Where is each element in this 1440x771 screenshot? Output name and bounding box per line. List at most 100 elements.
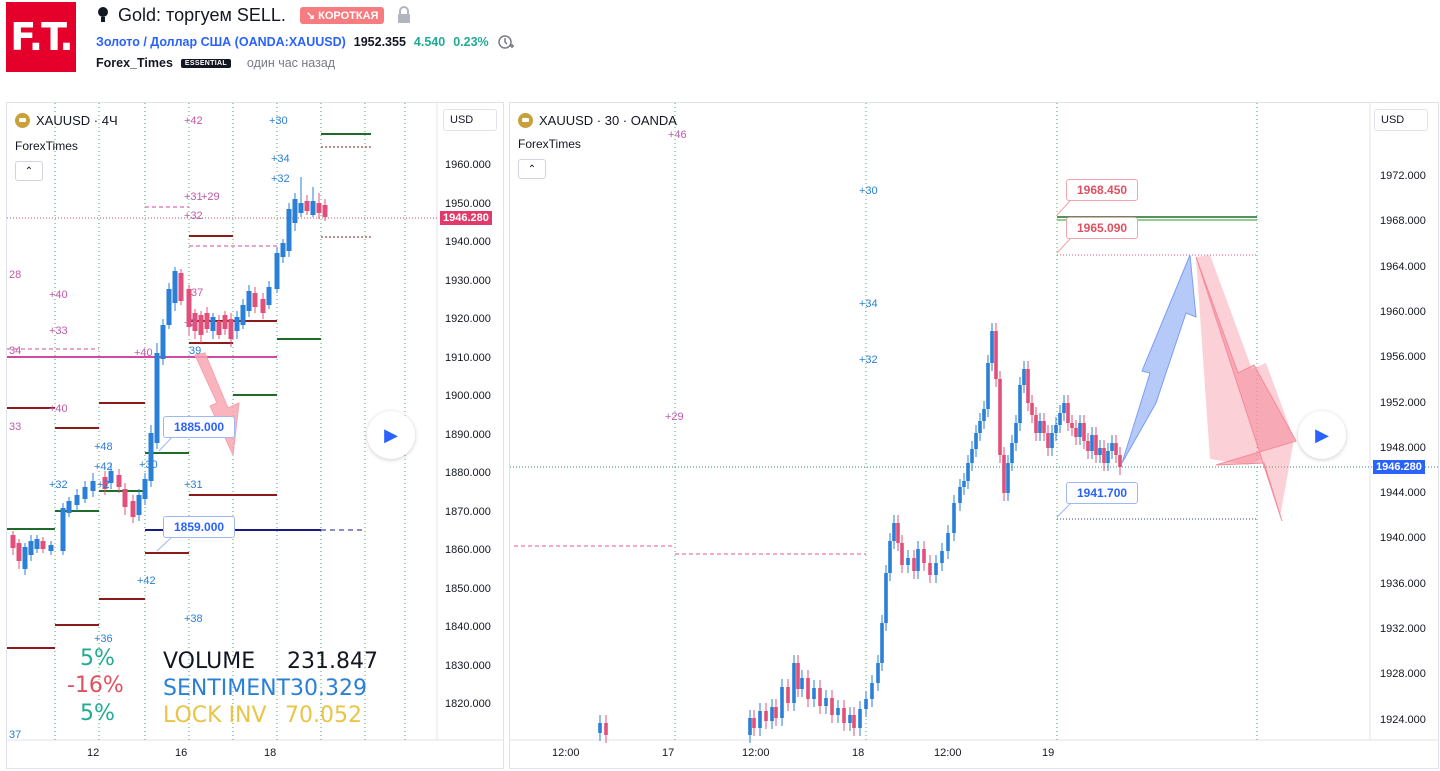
right-candle-body xyxy=(764,711,768,721)
left-annotation: +42 xyxy=(184,115,203,127)
right-candle-body xyxy=(792,663,796,703)
right-candle-body xyxy=(818,688,822,706)
right-candle-body xyxy=(604,723,608,735)
right-candle-body xyxy=(1078,423,1082,437)
idea-header: F.T. Gold: торгуем SELL. ↘ КОРОТКАЯ Золо… xyxy=(0,0,1440,100)
left-candle-body xyxy=(316,203,322,213)
left-candle-body xyxy=(148,433,154,481)
right-candle-body xyxy=(812,688,816,699)
left-annotation: 39 xyxy=(189,345,202,357)
right-candle-body xyxy=(978,421,982,433)
left-candle-body xyxy=(160,325,166,359)
right-candle-body xyxy=(1030,403,1034,415)
left-callout-1885: 1885.000 xyxy=(163,416,236,438)
right-candle-body xyxy=(1070,423,1074,428)
right-candle-body xyxy=(1094,435,1098,455)
left-price-label: 1940.000 xyxy=(445,236,491,248)
left-annotation: +42 xyxy=(137,575,156,587)
left-play-button[interactable]: ▶ xyxy=(367,411,415,459)
right-candle-body xyxy=(1090,435,1094,451)
left-annotation: 34 xyxy=(9,345,22,357)
lockinv-value: 70.052 xyxy=(285,703,362,728)
right-candle-body xyxy=(1018,385,1022,423)
left-price-label: 1950.000 xyxy=(445,197,491,210)
right-price-label: 1956.000 xyxy=(1380,351,1426,364)
right-last-price-tag: 1946.280 xyxy=(1373,460,1425,474)
author-name[interactable]: Forex_Times xyxy=(96,56,173,70)
right-callout-1941: 1941.700 xyxy=(1066,482,1139,504)
left-symbol-label[interactable]: XAUUSD · 4Ч xyxy=(15,113,118,128)
left-candle-body xyxy=(40,541,46,549)
left-time-18: 18 xyxy=(264,747,277,759)
left-candle-body xyxy=(172,271,178,303)
right-callout-pointer xyxy=(1056,200,1071,216)
left-annotation: +31 xyxy=(184,479,203,491)
left-candle-body xyxy=(186,289,192,327)
right-candle-body xyxy=(870,683,874,699)
left-candle-body xyxy=(260,299,266,313)
left-annotation: 37 xyxy=(9,729,22,741)
left-symbol-text: XAUUSD · 4Ч xyxy=(36,113,118,128)
right-candle-body xyxy=(1074,428,1078,437)
right-annotation: +34 xyxy=(859,298,878,310)
right-candle-body xyxy=(966,463,970,481)
right-candle-body xyxy=(986,363,990,409)
right-candle-body xyxy=(970,449,974,463)
right-symbol-text: XAUUSD · 30 · OANDA xyxy=(539,113,677,128)
right-source-label: ForexTimes xyxy=(518,137,581,151)
right-candle-body xyxy=(982,409,986,421)
left-candle-body xyxy=(192,313,198,331)
right-time-1200-b: 12:00 xyxy=(742,747,770,759)
left-callout-1859: 1859.000 xyxy=(163,516,236,538)
symbol-link[interactable]: Золото / Доллар США (OANDA:XAUUSD) xyxy=(96,35,346,49)
left-chart-panel[interactable]: XAUUSD · 4Ч ForexTimes ⌃ USD ▶ 1960.000 1… xyxy=(6,102,504,769)
right-currency-button[interactable]: USD xyxy=(1374,109,1428,131)
left-annotation: +30 xyxy=(269,115,288,127)
left-annotation: +48 xyxy=(94,441,113,453)
right-candle-body xyxy=(896,523,900,543)
left-candle-body xyxy=(310,201,316,215)
left-price-label: 1900.000 xyxy=(445,390,491,402)
left-candle-body xyxy=(48,545,54,551)
idea-title: Gold: торгуем SELL. xyxy=(118,4,286,25)
left-price-label: 1820.000 xyxy=(445,698,491,710)
lockinv-label: LOCK INV xyxy=(163,703,267,728)
left-annotation: +33 xyxy=(49,325,68,337)
right-candle-body xyxy=(912,558,916,571)
right-symbol-label[interactable]: XAUUSD · 30 · OANDA xyxy=(518,113,677,128)
left-time-12: 12 xyxy=(87,747,100,759)
author-logo[interactable]: F.T. xyxy=(6,2,76,72)
right-candle-body xyxy=(946,533,950,551)
right-play-button[interactable]: ▶ xyxy=(1298,411,1346,459)
price-change: 4.540 xyxy=(413,35,446,49)
stat-pct-3: 5% xyxy=(80,701,115,726)
left-annotation: 37 xyxy=(191,287,204,299)
right-chart-panel[interactable]: XAUUSD · 30 · OANDA ForexTimes ⌃ USD ▶ 1… xyxy=(509,102,1439,769)
left-candle-body xyxy=(66,501,72,513)
left-candle-body xyxy=(228,319,234,339)
left-candle-body xyxy=(130,501,136,517)
right-price-label: 1964.000 xyxy=(1380,260,1426,273)
right-annotation: +29 xyxy=(665,411,684,423)
right-candle-body xyxy=(1002,455,1006,493)
left-currency-button[interactable]: USD xyxy=(443,109,497,131)
stat-pct-2: -16% xyxy=(67,673,124,698)
left-candle-body xyxy=(322,205,328,217)
right-candle-body xyxy=(934,563,938,575)
right-candle-body xyxy=(1114,443,1118,455)
right-callout-pointer xyxy=(1056,503,1071,518)
left-collapse-button[interactable]: ⌃ xyxy=(15,161,43,181)
right-collapse-button[interactable]: ⌃ xyxy=(518,159,546,179)
left-candle-body xyxy=(216,321,222,335)
right-candle-body xyxy=(758,711,762,728)
left-annotation: +42 xyxy=(94,461,113,473)
right-candle-body xyxy=(900,543,904,565)
right-chart-canvas[interactable] xyxy=(510,103,1438,768)
left-candle-body xyxy=(60,508,66,551)
add-alert-icon[interactable] xyxy=(497,33,515,51)
right-callout-1965: 1965.090 xyxy=(1066,217,1139,239)
left-annotation: +30 xyxy=(139,459,158,471)
plan-badge: ESSENTIAL xyxy=(180,58,231,68)
right-candle-body xyxy=(1006,463,1010,493)
chevron-up-icon: ⌃ xyxy=(24,165,34,177)
